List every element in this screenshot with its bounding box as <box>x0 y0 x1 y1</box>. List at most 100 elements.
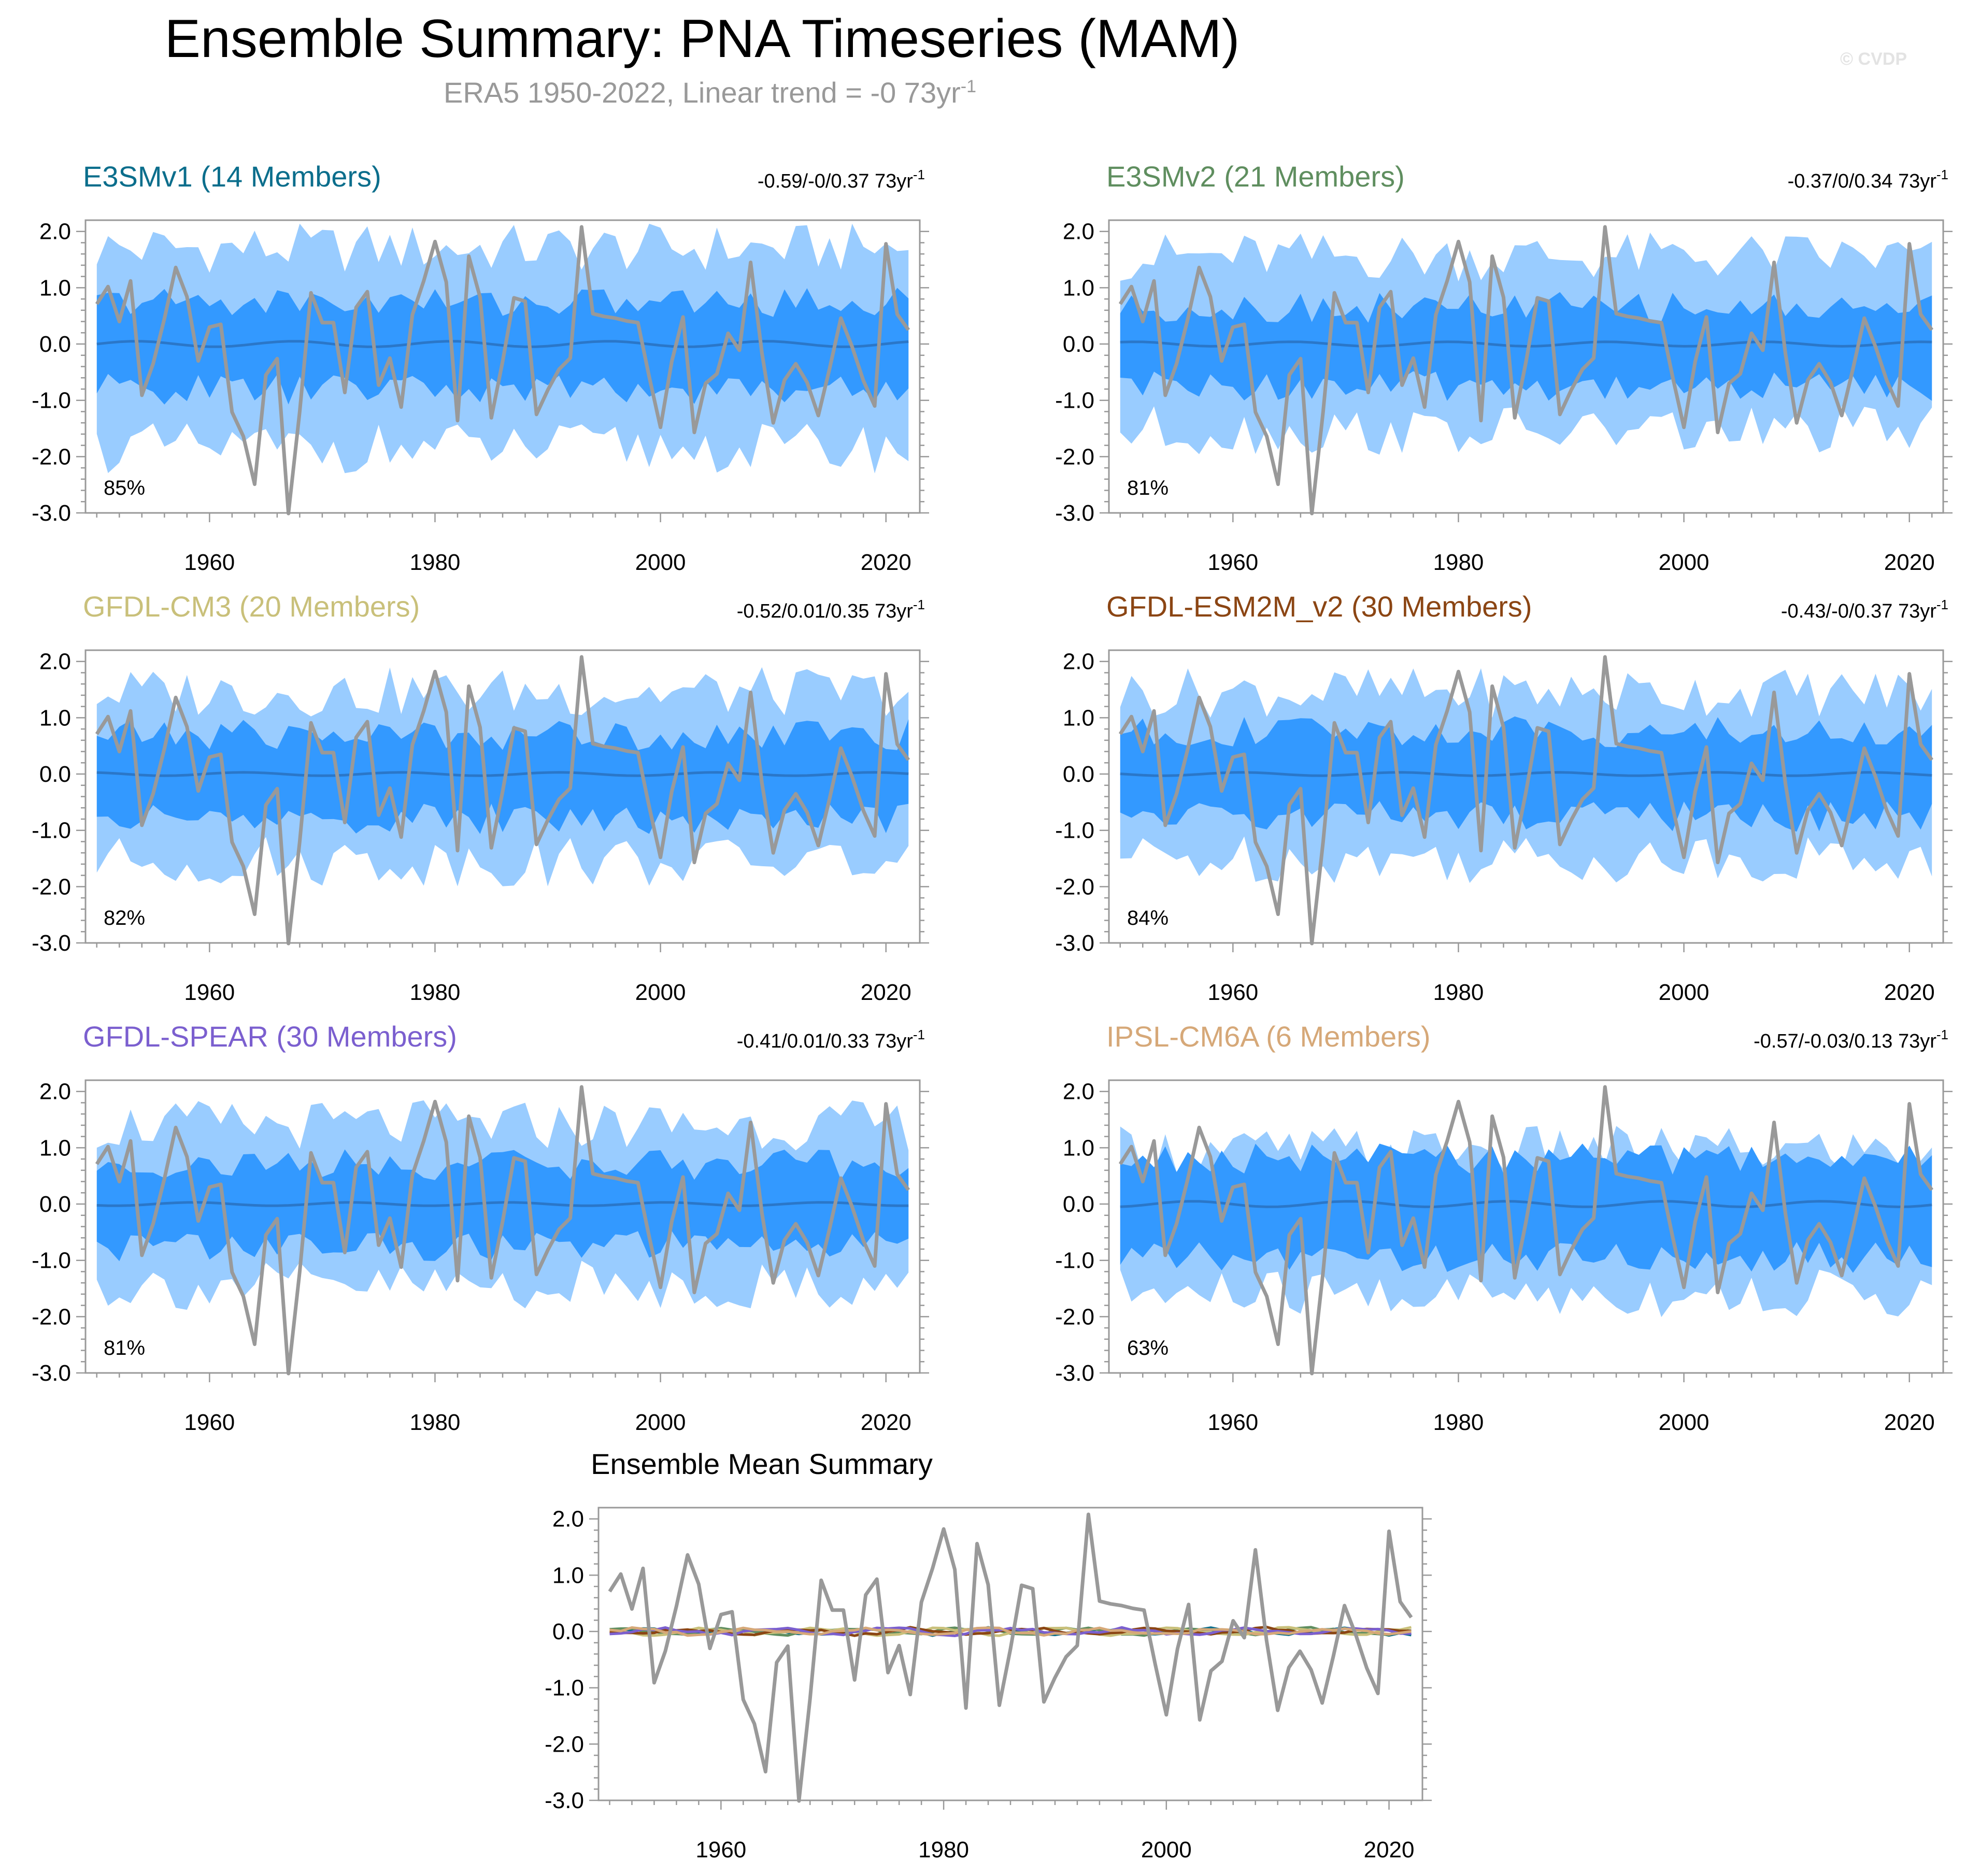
y-tick-label: 2.0 <box>1063 649 1094 675</box>
y-tick-label: 1.0 <box>1063 1135 1094 1161</box>
observed-line <box>95 655 910 946</box>
y-tick-label: 0.0 <box>1063 332 1094 357</box>
y-tick-label: 2.0 <box>39 1079 71 1105</box>
ensemble-mean-panel: Ensemble Mean Summary 2.0 1.0 0.0 -1.0 -2.0 -3… <box>545 1448 1432 1863</box>
y-tick-label: -2.0 <box>1055 874 1094 899</box>
observed-line <box>95 1085 910 1376</box>
x-tick-label: 1980 <box>410 1410 461 1435</box>
y-tick-label: -2.0 <box>1055 444 1094 469</box>
y-tick-label: -1.0 <box>32 388 71 413</box>
x-tick-label: 1980 <box>1433 550 1484 575</box>
observed-line <box>1118 1085 1934 1376</box>
panel-stats-sup: -1 <box>913 1027 925 1042</box>
panel-stats-sup: -1 <box>1936 167 1948 182</box>
y-tick-label: 1.0 <box>552 1563 584 1588</box>
y-tick-label: 0.0 <box>39 762 71 787</box>
x-tick-label: 2000 <box>1659 980 1709 1005</box>
panel-stats-text: -0.37/0/0.34 73yr <box>1788 170 1937 192</box>
x-tick-label: 2020 <box>1884 550 1935 575</box>
y-tick-label: 2.0 <box>1063 1079 1094 1105</box>
x-tick-label: 1960 <box>695 1837 746 1863</box>
ensemble-mean-line <box>1120 771 1932 777</box>
panel-percentage: 84% <box>1127 907 1169 929</box>
y-tick-label: 0.0 <box>552 1619 584 1644</box>
y-tick-label: -1.0 <box>1055 1248 1094 1273</box>
y-tick-label: 0.0 <box>1063 1192 1094 1217</box>
panel-percentage: 81% <box>104 1337 145 1359</box>
y-tick-label: 0.0 <box>39 332 71 357</box>
panel-gfdl-cm3: GFDL-CM3 (20 Members) -0.52/0.01/0.35 73y… <box>32 590 929 1005</box>
y-tick-label: -1.0 <box>545 1675 584 1701</box>
y-tick-label: -3.0 <box>1055 930 1094 956</box>
y-tick-label: 1.0 <box>1063 705 1094 731</box>
panel-members: (20 Members) <box>239 590 420 623</box>
panel-stats-text: -0.57/-0.03/0.13 73yr <box>1754 1030 1936 1052</box>
y-tick-label: 1.0 <box>39 1135 71 1161</box>
x-tick-label: 2020 <box>861 980 911 1005</box>
y-tick-label: -2.0 <box>32 874 71 899</box>
x-tick-label: 2020 <box>861 1410 911 1435</box>
panel-stats-text: -0.59/-0/0.37 73yr <box>758 170 913 192</box>
ensemble-mean-line <box>96 771 909 777</box>
model-mean-line <box>609 1626 1412 1637</box>
y-tick-label: -1.0 <box>1055 388 1094 413</box>
panel-trend-stats: -0.43/-0/0.37 73yr-1 <box>1781 597 1948 622</box>
y-tick-label: -2.0 <box>1055 1304 1094 1329</box>
panel-trend-stats: -0.37/0/0.34 73yr-1 <box>1788 167 1948 192</box>
ensemble-mean-line <box>96 340 909 348</box>
panel-model-name: GFDL-SPEAR <box>83 1020 276 1053</box>
panel-stats-sup: -1 <box>913 597 925 612</box>
panel-members: (30 Members) <box>276 1020 457 1053</box>
panel-model-name: GFDL-ESM2M_v2 <box>1106 590 1351 623</box>
ensemble-mean-line <box>1120 340 1932 348</box>
x-tick-label: 1960 <box>184 550 235 575</box>
y-tick-label: -3.0 <box>545 1788 584 1813</box>
y-tick-label: -3.0 <box>32 930 71 956</box>
y-tick-label: -2.0 <box>32 444 71 469</box>
y-tick-label: -2.0 <box>32 1304 71 1329</box>
y-tick-label: 2.0 <box>39 649 71 675</box>
ensemble-mean-line <box>96 1201 909 1207</box>
panel-trend-stats: -0.59/-0/0.37 73yr-1 <box>758 167 925 192</box>
x-tick-label: 1980 <box>1433 1410 1484 1435</box>
x-tick-label: 1980 <box>918 1837 969 1863</box>
ensemble-mean-line <box>1120 1200 1932 1209</box>
y-tick-label: 2.0 <box>39 219 71 245</box>
x-tick-label: 2020 <box>1364 1837 1415 1863</box>
panel-trend-stats: -0.52/0.01/0.35 73yr-1 <box>737 597 925 622</box>
x-tick-label: 1960 <box>184 980 235 1005</box>
y-tick-label: -1.0 <box>32 818 71 843</box>
panel-percentage: 63% <box>1127 1337 1169 1359</box>
panel-title: E3SMv2 (21 Members) <box>1106 160 1405 193</box>
panel-grid: E3SMv1 (14 Members) -0.59/-0/0.37 73yr-12… <box>32 160 1953 1435</box>
y-tick-label: -1.0 <box>32 1248 71 1273</box>
panel-stats-text: -0.52/0.01/0.35 73yr <box>737 600 913 622</box>
y-tick-label: -3.0 <box>32 500 71 526</box>
panel-gfdl-spear: GFDL-SPEAR (30 Members) -0.41/0.01/0.33 7… <box>32 1020 929 1435</box>
y-tick-label: 1.0 <box>1063 275 1094 300</box>
inner-spread-band <box>1120 1143 1932 1273</box>
panel-model-name: E3SMv1 <box>83 160 201 193</box>
panel-stats-sup: -1 <box>913 167 925 182</box>
inner-spread-band <box>96 1149 909 1262</box>
y-tick-label: 0.0 <box>1063 762 1094 787</box>
observed-line <box>1118 655 1934 946</box>
panel-title: IPSL-CM6A (6 Members) <box>1106 1020 1431 1053</box>
panel-percentage: 85% <box>104 477 145 499</box>
main-title: Ensemble Summary: PNA Timeseries (MAM) <box>165 9 1240 69</box>
y-tick-label: 1.0 <box>39 275 71 300</box>
panel-percentage: 81% <box>1127 477 1169 499</box>
panel-model-name: IPSL-CM6A <box>1106 1020 1266 1053</box>
x-tick-label: 1980 <box>1433 980 1484 1005</box>
panel-model-name: E3SMv2 <box>1106 160 1224 193</box>
inner-spread-band <box>96 719 909 834</box>
x-tick-label: 2000 <box>1659 550 1709 575</box>
panel-trend-stats: -0.41/0.01/0.33 73yr-1 <box>737 1027 925 1052</box>
panel-gfdl-esm2m_v2: GFDL-ESM2M_v2 (30 Members) -0.43/-0/0.37 … <box>1055 590 1953 1005</box>
panel-members: (6 Members) <box>1266 1020 1430 1053</box>
y-tick-label: -3.0 <box>32 1361 71 1386</box>
panel-stats-sup: -1 <box>1936 1027 1948 1042</box>
panel-members: (30 Members) <box>1351 590 1532 623</box>
y-tick-label: 2.0 <box>552 1507 584 1532</box>
